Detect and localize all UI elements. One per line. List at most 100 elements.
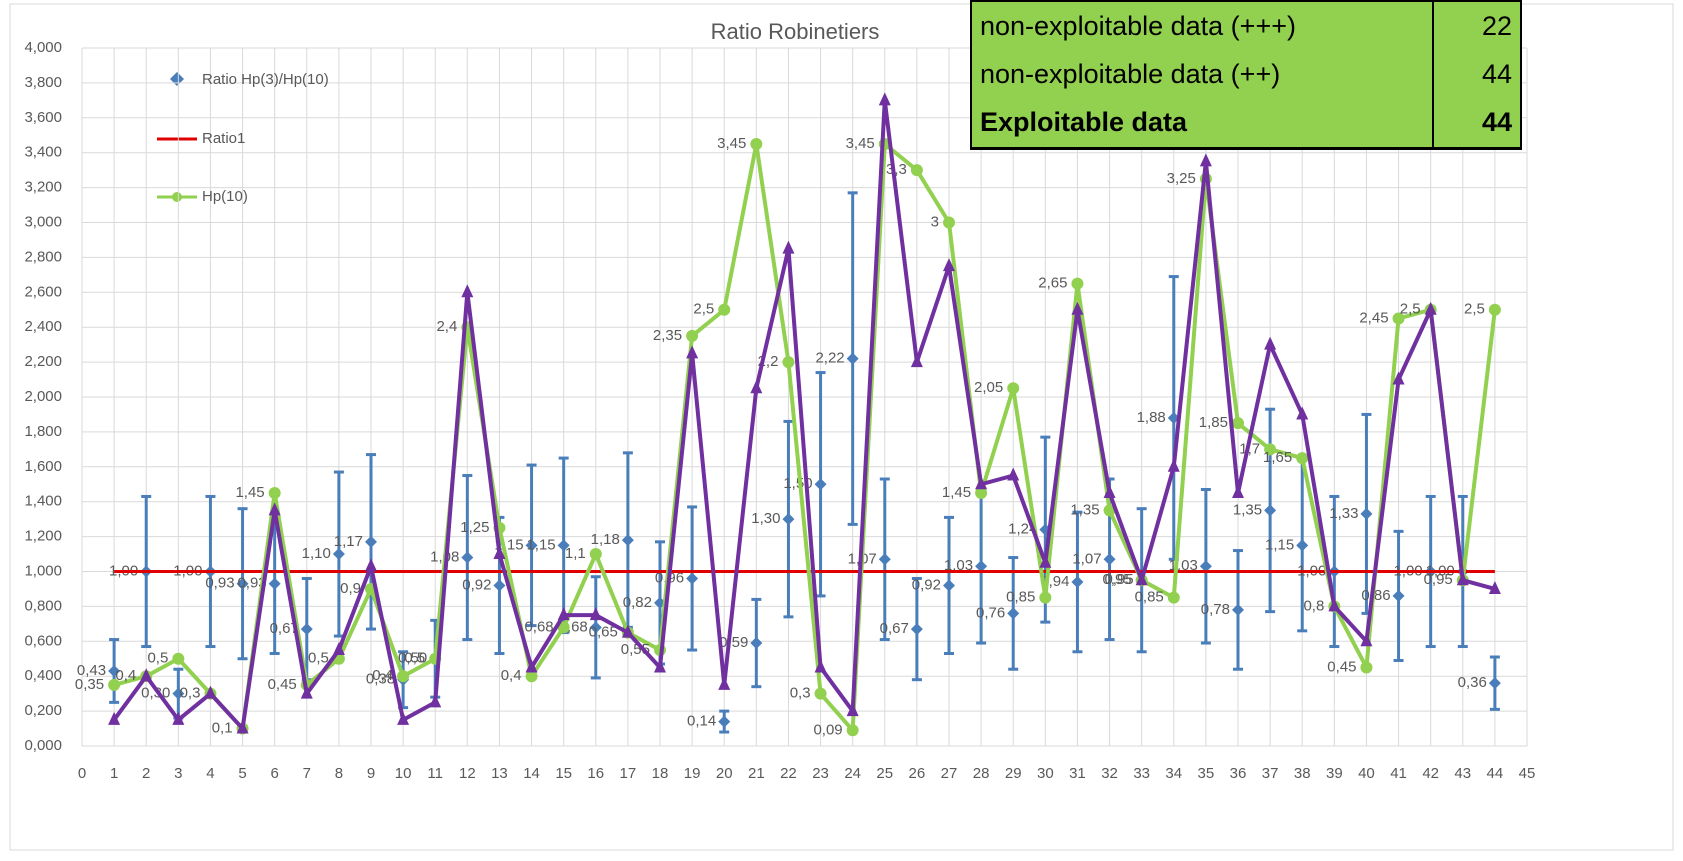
data-point (621, 534, 634, 547)
data-point (1296, 539, 1309, 552)
data-point (1039, 591, 1052, 604)
x-tick-label: 43 (1454, 765, 1471, 782)
data-point (1199, 560, 1212, 573)
data-label: 1,30 (751, 510, 780, 527)
data-point (1264, 504, 1277, 517)
data-point (782, 356, 795, 369)
data-label: 2,5 (1464, 301, 1485, 318)
x-tick-label: 1 (110, 765, 118, 782)
data-point (204, 685, 217, 699)
data-point (910, 623, 923, 636)
data-point (782, 240, 795, 254)
x-tick-label: 24 (844, 765, 861, 782)
data-label: 0,5 (404, 650, 425, 667)
data-label: 0,95 (1104, 571, 1133, 588)
data-label: 0,1 (212, 720, 233, 737)
x-tick-label: 26 (909, 765, 926, 782)
data-label: 3,3 (886, 161, 907, 178)
data-label: 0,9 (340, 580, 361, 597)
data-point (108, 664, 121, 677)
data-point (1007, 467, 1020, 481)
x-tick-label: 14 (523, 765, 540, 782)
data-label: 1,18 (591, 531, 620, 548)
data-label: 1,88 (1137, 409, 1166, 426)
y-tick-label: 0,200 (24, 702, 62, 719)
x-tick-label: 6 (270, 765, 278, 782)
x-tick-label: 42 (1422, 765, 1439, 782)
data-point (1167, 458, 1180, 472)
data-label: 0,5 (308, 650, 329, 667)
data-label: 0,5 (147, 650, 168, 667)
x-tick-label: 20 (716, 765, 733, 782)
data-label: 0,92 (912, 576, 941, 593)
data-point (525, 539, 538, 552)
data-point (172, 711, 185, 725)
data-label: 0,85 (1135, 589, 1164, 606)
data-point (1488, 303, 1501, 316)
y-tick-label: 2,200 (24, 353, 62, 370)
data-point (236, 720, 249, 734)
data-point (1392, 371, 1405, 385)
y-tick-label: 0,400 (24, 667, 62, 684)
table-cell: Exploitable data (971, 98, 1434, 150)
series-line (113, 141, 1497, 733)
data-point (108, 711, 121, 725)
x-tick-label: 28 (973, 765, 990, 782)
data-point (750, 637, 763, 650)
data-point (686, 572, 699, 585)
data-point (846, 724, 859, 737)
data-label: 0,76 (976, 604, 1005, 621)
data-point (846, 703, 859, 717)
x-tick-label: 12 (459, 765, 476, 782)
data-point (718, 676, 731, 690)
data-point (172, 652, 185, 665)
x-tick-label: 44 (1487, 765, 1504, 782)
data-label: 1,35 (1233, 501, 1262, 518)
data-label: 0,14 (687, 713, 716, 730)
x-tick-label: 41 (1390, 765, 1407, 782)
x-tick-label: 23 (812, 765, 829, 782)
data-point (1360, 633, 1373, 647)
data-point (236, 577, 249, 590)
data-point (1488, 677, 1501, 690)
data-point (814, 659, 827, 673)
data-point (975, 476, 988, 490)
x-tick-label: 5 (238, 765, 246, 782)
legend-label: Ratio1 (202, 130, 246, 147)
x-tick-label: 10 (395, 765, 412, 782)
data-label: 1,1 (565, 545, 586, 562)
data-point (172, 687, 185, 700)
x-tick-label: 0 (78, 765, 86, 782)
data-point (878, 92, 891, 106)
data-point (750, 137, 763, 150)
data-label: 0,43 (77, 662, 106, 679)
data-point (493, 579, 506, 592)
y-tick-label: 3,200 (24, 179, 62, 196)
data-point (525, 659, 538, 673)
data-label: 2,5 (1400, 301, 1421, 318)
data-label: 0,93 (205, 575, 234, 592)
data-point (557, 539, 570, 552)
chart-title: Ratio Robinetiers (711, 19, 880, 44)
y-tick-label: 2,800 (24, 248, 62, 265)
data-point (1488, 580, 1501, 594)
data-label: 2,45 (1359, 309, 1388, 326)
data-label: 0,95 (1102, 571, 1131, 588)
data-label: 0,68 (524, 618, 553, 635)
data-point (108, 678, 121, 691)
data-point (718, 715, 731, 728)
data-label: 3,25 (1167, 170, 1196, 187)
data-point (365, 535, 377, 548)
data-point (1199, 153, 1212, 167)
x-tick-label: 34 (1165, 765, 1182, 782)
x-tick-label: 21 (748, 765, 765, 782)
data-point (814, 687, 827, 700)
table-cell: 44 (1481, 58, 1512, 89)
data-label: 0,92 (462, 576, 491, 593)
data-label: 1,07 (1072, 550, 1101, 567)
data-label: 0,4 (115, 667, 136, 684)
data-point (1103, 504, 1116, 517)
data-label: 1,45 (235, 484, 264, 501)
data-label: 0,82 (623, 594, 652, 611)
x-tick-label: 33 (1133, 765, 1150, 782)
